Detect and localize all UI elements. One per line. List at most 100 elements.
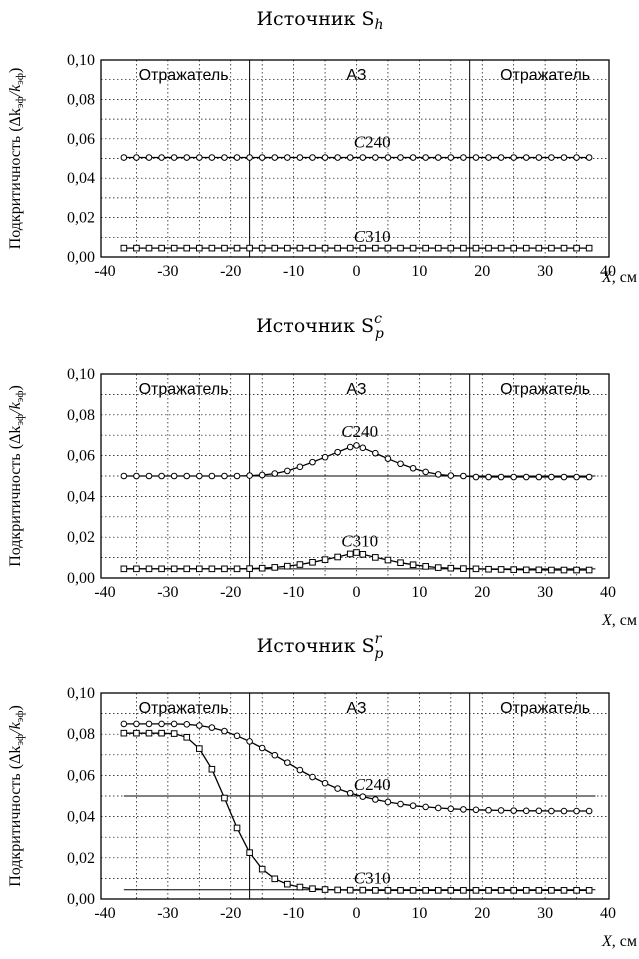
x-tick-label: 20 <box>474 905 490 922</box>
x-tick-label: 20 <box>474 584 490 601</box>
series-c240: C240 <box>120 133 593 161</box>
y-axis-label: Подкритичность (Δkэф/kэф) <box>7 385 26 567</box>
data-point <box>497 566 505 573</box>
data-point <box>548 473 555 481</box>
data-point <box>271 564 279 571</box>
data-point <box>133 720 140 728</box>
x-axis-var: X <box>601 612 613 629</box>
data-point <box>372 796 379 803</box>
x-tick-label: -20 <box>220 905 241 922</box>
x-tick-label: 10 <box>411 584 427 601</box>
data-point <box>321 886 329 893</box>
x-tick-label: 30 <box>537 263 553 280</box>
data-point <box>460 154 467 161</box>
data-point <box>372 449 379 457</box>
x-axis-var: X <box>601 269 613 286</box>
data-point <box>183 472 191 480</box>
chart-title-sub: p <box>374 646 383 662</box>
y-axis-mid: /k <box>7 401 24 414</box>
x-tick-label: -20 <box>220 584 241 601</box>
data-point <box>384 154 392 161</box>
data-point <box>472 806 480 814</box>
y-axis-sub: эф <box>14 711 26 723</box>
data-point <box>233 732 241 740</box>
chart-title-text: Источник S <box>256 8 374 30</box>
data-point <box>422 244 429 252</box>
chart-title: Источник Sh <box>256 8 383 33</box>
data-point <box>359 154 367 161</box>
data-point <box>472 887 480 894</box>
data-point <box>271 470 279 477</box>
data-point <box>535 807 543 815</box>
x-tick-label: -40 <box>94 905 115 922</box>
data-point <box>548 154 555 161</box>
data-point <box>397 800 404 808</box>
y-axis-sub: эф <box>14 734 26 746</box>
data-point <box>183 244 191 252</box>
series-label: C310 <box>354 227 391 246</box>
y-axis-text: Подкритичность (Δk <box>7 108 24 249</box>
data-point <box>196 154 203 161</box>
y-axis-text: Подкритичность (Δk <box>7 746 24 887</box>
data-point <box>334 244 341 252</box>
y-tick-label: 0,04 <box>67 809 95 826</box>
data-point <box>246 849 253 856</box>
data-point <box>585 807 593 815</box>
data-point <box>296 463 304 471</box>
data-point <box>535 473 543 481</box>
series-label: C240 <box>341 422 378 441</box>
region-label: АЗ <box>346 381 366 398</box>
data-point <box>497 807 505 814</box>
y-tick-label: 0,02 <box>67 529 95 546</box>
data-point <box>434 244 442 252</box>
data-point <box>522 154 530 161</box>
x-axis-var: X <box>601 933 613 950</box>
data-point <box>346 550 354 558</box>
data-point <box>397 460 404 468</box>
data-point <box>271 751 279 759</box>
data-point <box>233 154 241 161</box>
data-point <box>334 154 341 161</box>
data-point <box>372 554 379 561</box>
region-label: Отражатель <box>500 67 590 84</box>
y-tick-label: 0,10 <box>67 52 95 69</box>
x-axis-unit: , см <box>612 933 637 950</box>
data-point <box>359 551 367 558</box>
data-point <box>409 887 417 894</box>
data-point <box>221 472 228 480</box>
x-tick-label: -10 <box>283 263 304 280</box>
chart-title: Источник Sc p <box>256 311 384 342</box>
chart-title-sub: h <box>374 17 383 33</box>
data-point <box>472 565 480 573</box>
series-c310: C310 <box>120 227 593 252</box>
data-point <box>196 722 203 729</box>
data-point <box>170 565 178 573</box>
data-point <box>522 566 530 574</box>
data-point <box>397 887 404 894</box>
data-point <box>321 244 329 252</box>
x-tick-label: -30 <box>157 905 178 922</box>
data-point <box>497 154 505 161</box>
data-point <box>510 473 517 481</box>
data-point <box>346 443 354 451</box>
data-point <box>145 244 153 252</box>
data-point <box>120 729 128 737</box>
data-point <box>120 244 128 252</box>
data-point <box>397 559 404 567</box>
region-label: АЗ <box>346 700 366 717</box>
data-point <box>460 806 467 813</box>
data-point <box>535 154 543 161</box>
data-point <box>573 473 580 481</box>
data-point <box>133 472 140 480</box>
data-point <box>460 244 467 252</box>
data-point <box>409 154 417 161</box>
data-point <box>183 154 191 161</box>
data-point <box>434 804 442 812</box>
data-point <box>309 558 316 566</box>
data-point <box>447 887 455 894</box>
data-point <box>208 154 216 161</box>
data-point <box>548 566 555 574</box>
data-point <box>522 887 530 894</box>
series-label: C240 <box>354 775 391 794</box>
